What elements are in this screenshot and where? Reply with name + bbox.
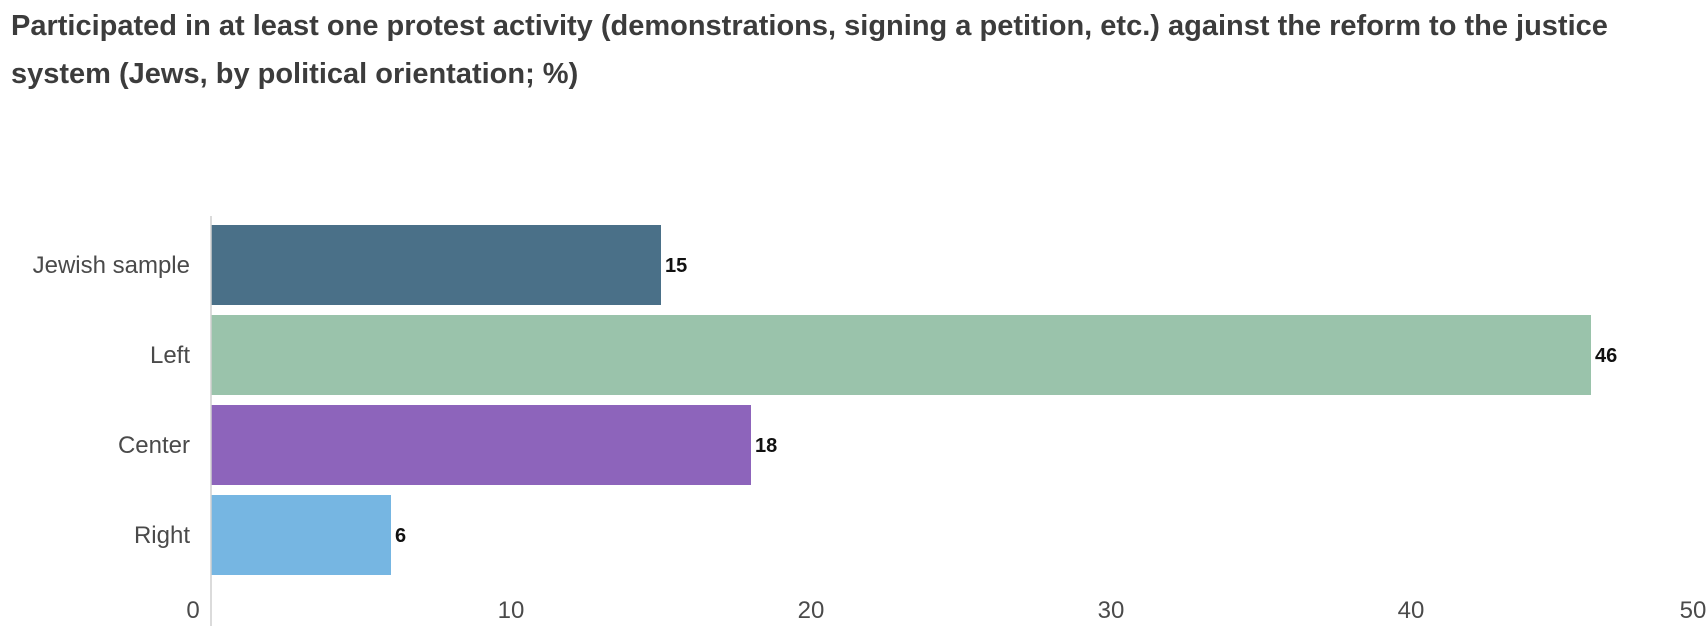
value-label-center: 18 xyxy=(755,435,777,457)
value-label-left: 46 xyxy=(1595,345,1617,367)
x-tick-label-10: 10 xyxy=(498,597,525,624)
x-tick-label-0: 0 xyxy=(186,597,199,624)
value-label-right: 6 xyxy=(395,525,406,547)
x-tick-label-30: 30 xyxy=(1098,597,1125,624)
bar-jewish-sample xyxy=(211,225,661,305)
x-tick-label-20: 20 xyxy=(798,597,825,624)
category-label-jewish-sample: Jewish sample xyxy=(33,252,190,279)
x-tick-label-40: 40 xyxy=(1398,597,1425,624)
bar-right xyxy=(211,495,391,575)
bar-left xyxy=(211,315,1591,395)
labels-layer: Jewish sample 15 Left 46 Center 18 Right 6 0 10 20… xyxy=(33,252,1707,624)
chart-title: Participated in at least one protest act… xyxy=(11,10,1608,90)
category-label-center: Center xyxy=(118,432,190,459)
x-tick-label-50: 50 xyxy=(1680,597,1707,624)
bar-center xyxy=(211,405,751,485)
category-label-left: Left xyxy=(150,342,190,369)
category-label-right: Right xyxy=(134,522,190,549)
bars-layer xyxy=(211,225,1591,575)
value-label-jewish-sample: 15 xyxy=(665,255,687,277)
